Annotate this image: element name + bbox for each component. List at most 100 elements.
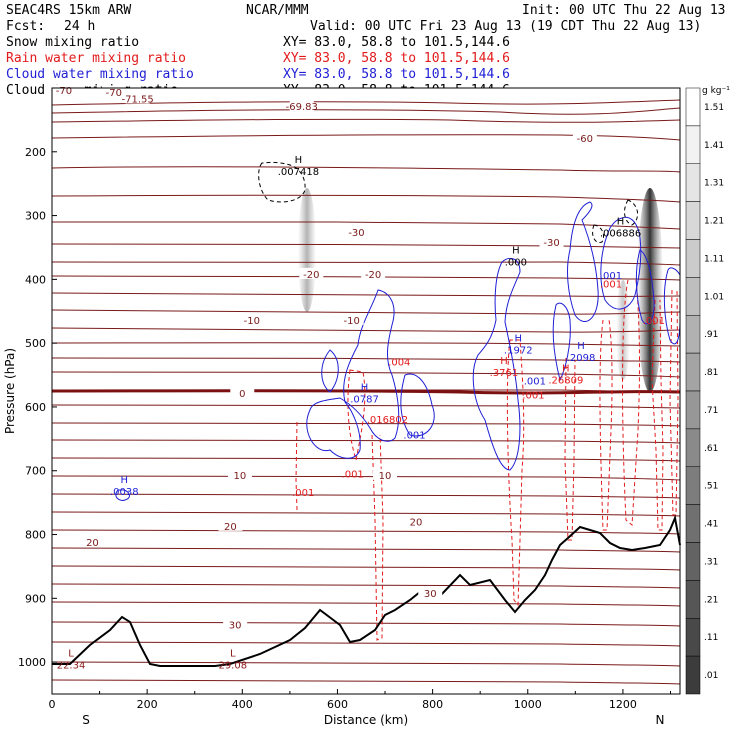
contour-label: .001 [522,390,544,401]
colorbar-swatch [685,542,701,581]
label-mask [289,100,314,112]
colorbar-label: 1.21 [704,217,724,227]
cloud-contour [472,257,521,471]
cloud-contour [663,267,681,345]
temperature-label: -30 [348,228,364,239]
extremum-value: .000 [505,257,527,268]
label-mask [572,132,597,144]
contour-label: .004 [388,357,410,368]
x-end-label-right: N [656,713,665,727]
label-mask [373,468,398,480]
colorbar-label: 1.31 [704,179,724,189]
extremum-mark: H [577,341,585,352]
extremum-mark: L [68,649,74,660]
isotherm [51,118,681,123]
field-xy: XY= 83.0, 58.8 to 101.5,144.6 [283,67,510,82]
isotherm [51,166,681,173]
colorbar-label: .51 [704,482,718,492]
label-mask [239,313,264,325]
rain-water-contours [295,279,679,641]
valid-time: Valid: 00 UTC Fri 23 Aug 13 (19 CDT Thu … [310,19,701,34]
model-title: SEAC4RS 15km ARW [6,3,131,18]
temperature-label: -60 [577,134,593,145]
colorbar: 1.51 1.41 1.31 1.21 1.11 1.01 .91 .81 .71 .61 .51.… [685,86,730,695]
colorbar-swatch [685,352,701,392]
label-mask [223,618,248,630]
y-tick-label: 800 [25,529,46,542]
extremum-value: 29.08 [218,661,247,672]
extremum-mark: H [500,356,508,367]
colorbar-swatch [685,87,701,127]
contour-label: .001 [600,271,622,282]
label-mask [227,468,252,480]
extremum-value: .016802 [367,415,408,426]
label-mask [344,225,369,237]
ice-contour [592,224,605,244]
y-tick-label: 1000 [18,656,46,669]
isotherm [51,134,681,141]
cloud-water-contours [115,201,681,501]
colorbar-label: 1.51 [704,103,724,113]
colorbar-label: 1.41 [704,141,724,151]
colorbar-swatch [685,466,701,505]
fcst-value: 24 h [64,19,95,34]
cloud-contour [306,289,400,459]
colorbar-swatch [685,163,701,202]
x-tick-label: 800 [422,698,443,711]
isotherm [51,194,681,203]
extremum-value: .26809 [548,375,583,386]
colorbar-label: .21 [704,595,718,605]
rain-contour [651,299,664,531]
cloud-contour [600,216,642,310]
colorbar-swatch [685,504,701,543]
temperature-label: 10 [379,471,392,482]
contour-label: .001 [600,279,622,290]
contour-label: .001 [524,376,546,387]
field-xy: XY= 83.0, 58.8 to 101.5,144.6 [283,51,510,66]
temperature-label: 0 [239,389,245,400]
isotherm [51,439,681,444]
label-mask [218,519,243,531]
rain-contour [347,369,366,461]
temperature-label: 30 [229,621,242,632]
colorbar-label: 1.01 [704,292,724,302]
extremum-mark: H [562,363,570,374]
cloud-contour [400,373,435,437]
label-mask [339,313,364,325]
label-mask [125,92,150,104]
temperature-label: -70 [56,86,72,97]
rain-contour [599,319,613,531]
field-xy: XY= 83.0, 58.8 to 101.5,144.6 [283,35,510,50]
label-mask [230,387,255,399]
temperature-label: -30 [543,238,559,249]
extremum-mark: H [361,383,369,394]
temperature-label: -69.83 [286,102,318,113]
x-end-label-left: S [82,713,90,727]
axes: 0 200 400 600 800 1000 12002003004005006007008… [3,146,671,727]
contour-label: .001 [643,316,665,327]
extremum-mark: H [617,217,625,228]
isotherm [51,342,681,347]
extremum-value: .3761 [490,368,519,379]
colorbar-label: .71 [704,406,718,416]
cloud-ice-contours [258,161,638,244]
label-mask [403,515,428,527]
temperature-label: -70 [106,88,122,99]
snow-shading-b [637,188,663,392]
contour-label: .001 [292,488,314,499]
isotherm [51,475,681,481]
colorbar-swatch [685,315,701,354]
rain-contour [295,421,298,511]
colorbar-unit: g kg⁻¹ [702,86,730,96]
label-mask [299,267,324,279]
extremum-value: .007418 [278,167,319,178]
temperature-label: 20 [224,522,237,533]
y-tick-label: 500 [25,337,46,350]
temperature-label: 10 [234,471,247,482]
rain-contour [564,357,576,541]
colorbar-label: .91 [704,330,718,340]
isotherm [51,371,681,378]
zero-isotherm [51,389,681,395]
colorbar-label: .61 [704,444,718,454]
plot-frame [51,87,681,695]
